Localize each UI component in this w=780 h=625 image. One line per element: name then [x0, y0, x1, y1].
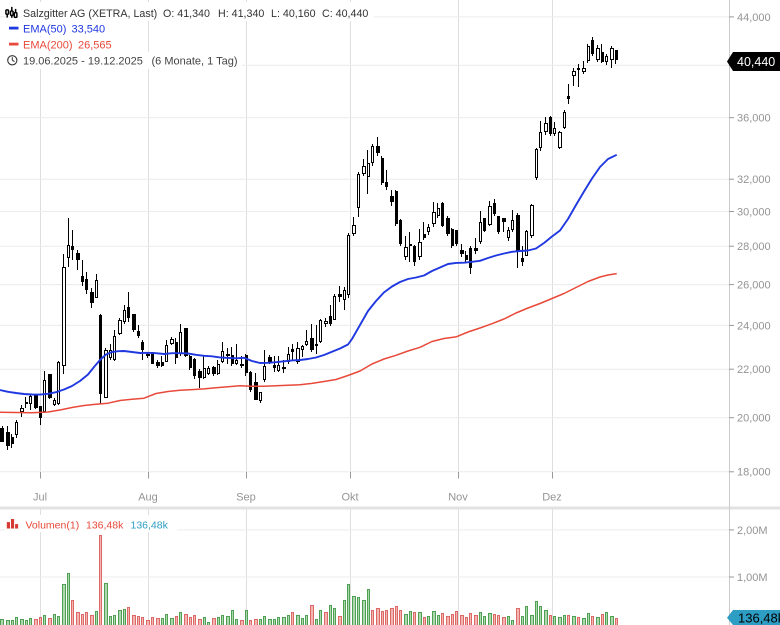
svg-text:32,000: 32,000: [737, 174, 771, 186]
svg-text:Volumen(1): Volumen(1): [26, 520, 80, 532]
svg-text:136,48k: 136,48k: [86, 520, 124, 532]
svg-text:26,000: 26,000: [737, 280, 771, 292]
svg-text:30,000: 30,000: [737, 206, 771, 218]
svg-text:40,440: 40,440: [737, 55, 775, 69]
svg-text:19.06.2025 - 19.12.2025: 19.06.2025 - 19.12.2025: [23, 56, 143, 68]
svg-text:2,00M: 2,00M: [737, 525, 768, 537]
svg-text:Nov: Nov: [448, 492, 468, 504]
svg-text:24,000: 24,000: [737, 320, 771, 332]
svg-text:33,540: 33,540: [72, 23, 106, 35]
svg-text:Salzgitter AG (XETRA, Last): Salzgitter AG (XETRA, Last): [23, 8, 157, 20]
svg-text:20,000: 20,000: [737, 413, 771, 425]
svg-text:136,48k: 136,48k: [131, 520, 169, 532]
svg-text:Sep: Sep: [236, 492, 256, 504]
svg-text:36,000: 36,000: [737, 113, 771, 125]
svg-text:C: 40,440: C: 40,440: [322, 8, 368, 20]
svg-text:1,00M: 1,00M: [737, 572, 768, 584]
svg-text:H: 41,340: H: 41,340: [218, 8, 264, 20]
svg-text:44,000: 44,000: [737, 12, 771, 24]
svg-text:(6 Monate, 1 Tag): (6 Monate, 1 Tag): [152, 56, 238, 68]
svg-text:O: 41,340: O: 41,340: [163, 8, 210, 20]
svg-text:26,565: 26,565: [78, 39, 112, 51]
svg-text:28,000: 28,000: [737, 241, 771, 253]
svg-text:EMA(200): EMA(200): [23, 39, 73, 51]
svg-text:Dez: Dez: [542, 492, 562, 504]
svg-text:Jul: Jul: [33, 492, 47, 504]
svg-text:18,000: 18,000: [737, 467, 771, 479]
svg-text:Okt: Okt: [341, 492, 358, 504]
svg-text:22,000: 22,000: [737, 364, 771, 376]
svg-text:EMA(50): EMA(50): [23, 23, 66, 35]
svg-text:136,48k: 136,48k: [738, 611, 780, 625]
svg-text:Aug: Aug: [138, 492, 158, 504]
svg-text:L: 40,160: L: 40,160: [271, 8, 316, 20]
